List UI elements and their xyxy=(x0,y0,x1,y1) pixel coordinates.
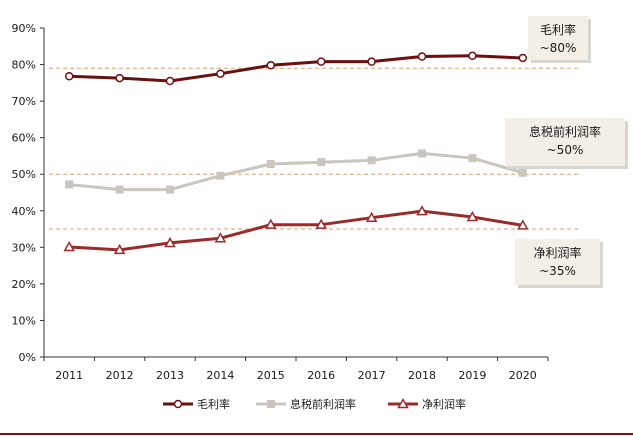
data-point xyxy=(164,236,176,248)
x-tick-label: 2018 xyxy=(408,369,436,382)
data-point xyxy=(115,73,124,83)
data-point xyxy=(115,185,124,194)
data-point xyxy=(166,185,174,194)
y-tick-label: 50% xyxy=(12,168,36,181)
legend-label: 息税前利润率 xyxy=(290,397,356,411)
callout-background xyxy=(515,239,600,285)
callout-box: 息税前利润率 ~50% xyxy=(505,118,628,169)
data-point xyxy=(417,52,427,61)
data-point xyxy=(367,156,376,165)
data-point xyxy=(418,149,426,158)
series-1 xyxy=(65,149,527,194)
y-tick-label: 80% xyxy=(12,59,36,72)
legend-marker xyxy=(397,397,409,409)
data-point xyxy=(315,218,327,229)
data-point xyxy=(316,57,326,66)
x-tick-label: 2017 xyxy=(358,369,386,382)
y-tick-label: 70% xyxy=(12,95,36,108)
series-2 xyxy=(63,205,529,255)
legend-label: 毛利率 xyxy=(197,397,230,411)
data-point xyxy=(165,76,175,86)
callout-label: 净利润率 xyxy=(533,245,581,260)
x-tick-label: 2020 xyxy=(509,369,537,382)
data-point xyxy=(265,218,277,229)
series-layer xyxy=(63,51,529,255)
data-point xyxy=(365,211,378,222)
y-tick-label: 10% xyxy=(12,314,36,327)
data-point xyxy=(214,232,227,243)
data-point xyxy=(517,219,529,230)
data-point xyxy=(317,158,326,167)
y-tick-label: 60% xyxy=(12,132,36,145)
legend: 毛利率 息税前利润率 净利润率 xyxy=(163,397,466,411)
x-tick-label: 2014 xyxy=(206,369,234,382)
data-point xyxy=(216,171,225,180)
series-0 xyxy=(64,51,528,86)
data-point xyxy=(518,53,528,63)
callout-value: ~35% xyxy=(539,264,576,278)
y-tick-label: 90% xyxy=(12,22,36,35)
legend-label: 净利润率 xyxy=(422,397,466,411)
data-point xyxy=(216,69,225,78)
legend-marker xyxy=(173,399,183,409)
series-line xyxy=(69,209,524,252)
callout-background xyxy=(505,118,625,166)
y-tick-label: 30% xyxy=(12,241,36,254)
data-point xyxy=(65,180,74,189)
callout-box: 净利润率 ~35% xyxy=(515,239,603,288)
data-point xyxy=(518,168,527,177)
data-point xyxy=(466,210,479,222)
data-point xyxy=(63,240,75,252)
chart-axes: 0% 10% 20% 30% 40% 50% 60% 70% 80% 90% 2011 2012 201… xyxy=(12,22,549,382)
reference-lines xyxy=(49,67,580,230)
data-point xyxy=(367,57,376,66)
x-tick-label: 2019 xyxy=(458,369,486,382)
y-tick-label: 40% xyxy=(12,205,36,218)
callout-label: 毛利率 xyxy=(540,22,576,37)
data-point xyxy=(266,61,276,70)
data-point xyxy=(416,205,428,216)
x-tick-label: 2016 xyxy=(307,369,335,382)
legend-item: 净利润率 xyxy=(388,397,466,411)
x-tick-label: 2011 xyxy=(55,369,83,382)
data-point xyxy=(64,72,74,81)
legend-item: 毛利率 xyxy=(163,397,230,411)
callout-box: 毛利率 ~80% xyxy=(528,16,591,63)
callout-label: 息税前利润率 xyxy=(529,124,601,139)
legend-item: 息税前利润率 xyxy=(256,397,356,411)
series-line xyxy=(69,54,523,83)
callout-background xyxy=(528,16,588,60)
y-tick-label: 20% xyxy=(12,278,36,291)
data-point xyxy=(266,159,275,168)
data-point xyxy=(468,154,477,163)
data-point xyxy=(468,51,477,61)
callout-value: ~80% xyxy=(540,41,577,55)
legend-marker xyxy=(267,400,275,408)
x-tick-label: 2012 xyxy=(106,369,134,382)
y-tick-label: 0% xyxy=(19,351,36,364)
x-tick-label: 2015 xyxy=(257,369,285,382)
data-point xyxy=(113,243,126,255)
series-line xyxy=(69,151,524,192)
x-tick-label: 2013 xyxy=(156,369,184,382)
annotation-callouts: 毛利率 ~80% 息税前利润率 ~50% 净利润率 ~35% xyxy=(505,16,628,288)
callout-value: ~50% xyxy=(547,143,584,157)
